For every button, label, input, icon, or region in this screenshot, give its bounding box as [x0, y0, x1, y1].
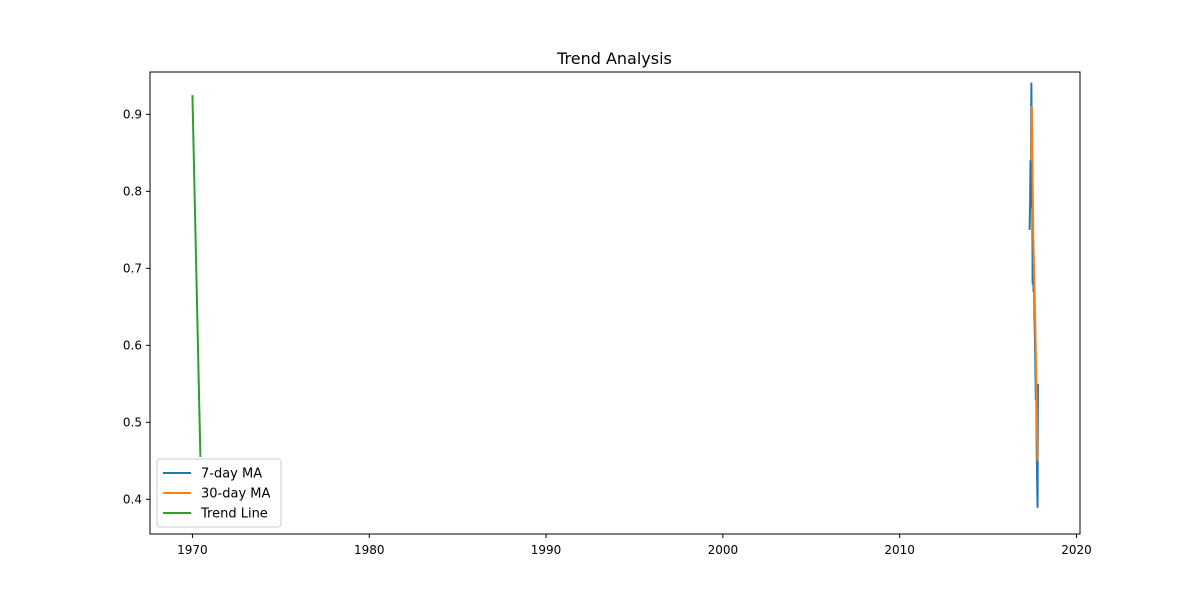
- y-axis: 0.4 0.5 0.6 0.7 0.8 0.9: [123, 107, 150, 506]
- plot-lines: [191, 82, 1039, 509]
- y-tick-label-0.9: 0.9: [123, 107, 142, 121]
- legend-label-7-day-ma: 7-day MA: [201, 467, 262, 482]
- x-tick-label-2000: 2000: [708, 543, 739, 557]
- x-tick-label-2010: 2010: [884, 543, 915, 557]
- y-tick-label-0.6: 0.6: [123, 338, 142, 352]
- chart-title: Trend Analysis: [556, 49, 672, 68]
- legend-label-30-day-ma: 30-day MA: [201, 487, 270, 502]
- x-tick-label-1980: 1980: [354, 543, 385, 557]
- x-tick-label-1990: 1990: [531, 543, 562, 557]
- y-tick-label-0.7: 0.7: [123, 261, 142, 275]
- y-tick-label-0.4: 0.4: [123, 492, 142, 506]
- x-axis: 1970 1980 1990 2000 2010 2020: [177, 534, 1092, 557]
- series-line-trend-line: [191, 95, 202, 458]
- x-tick-label-1970: 1970: [177, 543, 208, 557]
- legend-label-trend-line: Trend Line: [200, 507, 268, 522]
- y-tick-label-0.5: 0.5: [123, 415, 142, 429]
- legend: 7-day MA 30-day MA Trend Line: [156, 458, 282, 528]
- y-tick-label-0.8: 0.8: [123, 184, 142, 198]
- series-line-30-day-ma: [1030, 105, 1039, 461]
- legend-box: [156, 458, 282, 528]
- x-tick-label-2020: 2020: [1061, 543, 1092, 557]
- plot-frame: [149, 71, 1081, 535]
